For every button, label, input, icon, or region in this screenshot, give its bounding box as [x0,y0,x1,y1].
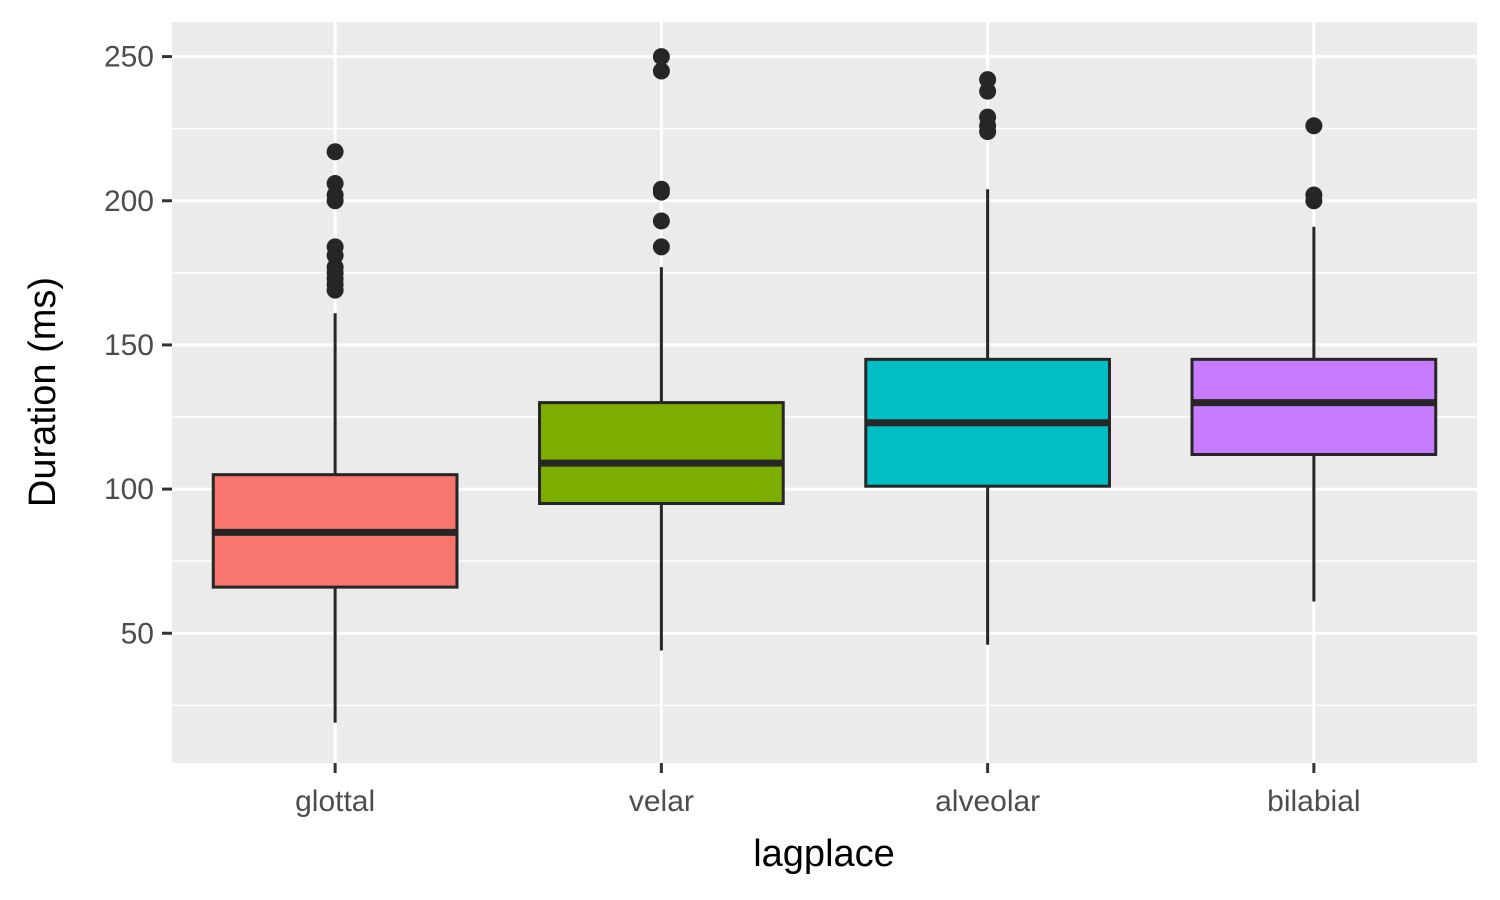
boxes [211,48,1438,723]
y-axis: 50 100 150 200 250 [104,41,172,650]
box-body [1190,357,1438,456]
x-tick-label: alveolar [935,785,1040,818]
y-tick-label: 150 [104,329,154,362]
y-tick-label: 100 [104,473,154,506]
y-tick-label: 200 [104,185,154,218]
outlier-point [326,174,344,192]
outlier-point [1305,186,1323,204]
x-tick-label: glottal [295,785,375,818]
outlier-point [979,71,997,89]
outlier-point [652,212,670,230]
outlier-point [652,180,670,198]
x-axis: glottal velar alveolar bilabial [295,763,1361,818]
x-axis-title: lagplace [753,833,895,875]
outlier-point [652,48,670,66]
box-velar [538,48,785,651]
x-tick-label: bilabial [1267,785,1360,818]
x-tick-label: velar [629,785,694,818]
box-body [538,401,785,506]
outlier-point [326,143,344,161]
outlier-point [326,238,344,256]
box-bilabial [1190,117,1438,602]
y-tick-label: 50 [121,617,154,650]
outlier-point [1305,117,1323,135]
outlier-point [652,238,670,256]
box-glottal [211,143,459,723]
y-tick-label: 250 [104,41,154,74]
y-axis-title: Duration (ms) [22,277,64,507]
outlier-point [652,62,670,80]
outlier-point [979,108,997,126]
box-alveolar [864,71,1111,645]
